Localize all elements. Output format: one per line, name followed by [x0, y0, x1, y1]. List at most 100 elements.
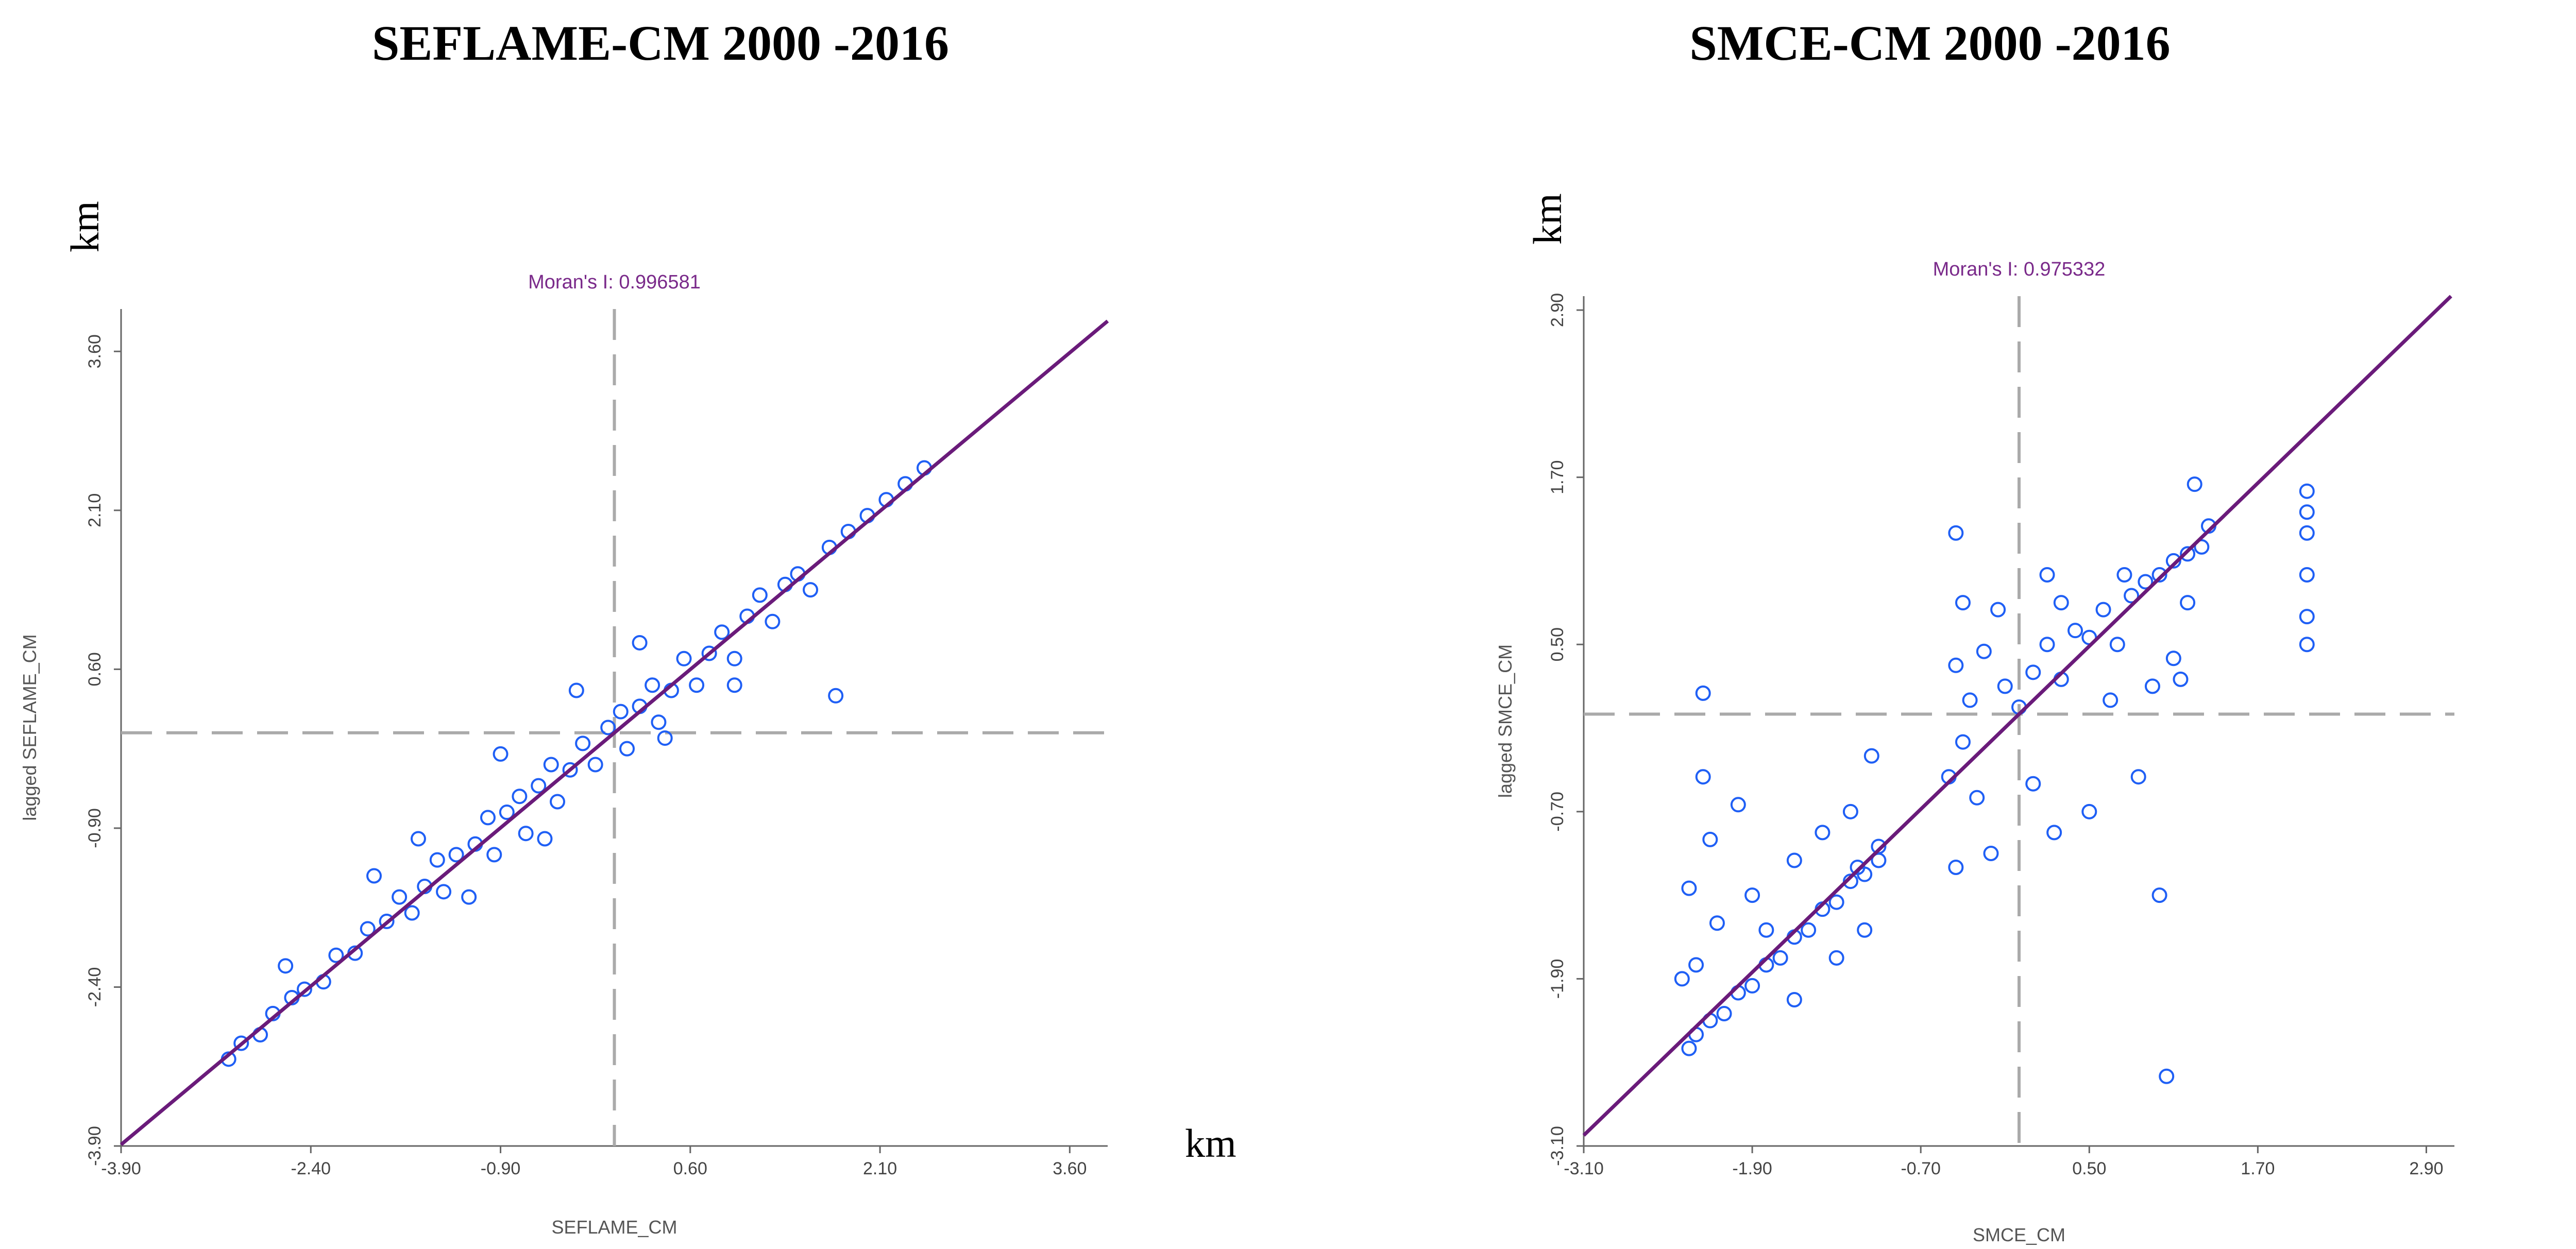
- data-point: [632, 635, 648, 651]
- data-point: [1702, 831, 1718, 847]
- data-point: [499, 805, 515, 820]
- data-point: [1758, 922, 1774, 938]
- y-axis-label: lagged SEFLAME_CM: [19, 634, 40, 820]
- data-point: [2159, 1068, 2175, 1084]
- data-point: [2067, 623, 2083, 639]
- data-point: [328, 947, 344, 963]
- data-point: [2299, 609, 2315, 625]
- x-tick-label: -2.40: [291, 1159, 331, 1178]
- chart-panel-smce: SMCE-CM 2000 -2016 km km -3.10-1.90-0.70…: [1321, 0, 2576, 1249]
- data-point: [645, 677, 660, 693]
- data-point: [2299, 504, 2315, 520]
- data-point: [1828, 894, 1844, 910]
- data-point: [651, 714, 667, 730]
- data-point: [765, 613, 781, 629]
- data-point: [296, 981, 312, 997]
- y-tick-label: -3.10: [1548, 1126, 1567, 1166]
- data-point: [726, 677, 742, 693]
- data-point: [1801, 922, 1817, 938]
- data-point: [392, 889, 408, 905]
- data-point: [2194, 539, 2210, 555]
- data-point: [2025, 776, 2041, 792]
- data-point: [2144, 678, 2160, 694]
- data-point: [379, 913, 395, 929]
- x-tick-label: -3.90: [101, 1159, 141, 1178]
- x-tick-label: 0.50: [2072, 1159, 2106, 1178]
- data-point: [1955, 734, 1971, 750]
- data-point: [512, 789, 528, 805]
- data-point: [1976, 643, 1992, 659]
- y-tick-label: -1.90: [1548, 959, 1567, 999]
- data-point: [1744, 978, 1760, 994]
- y-tick-label: -2.40: [85, 967, 105, 1007]
- data-point: [587, 757, 603, 773]
- morans-i-annotation: Moran's I: 0.996581: [528, 271, 701, 293]
- data-point: [2173, 671, 2189, 687]
- x-tick-label: 3.60: [1053, 1159, 1087, 1178]
- y-tick-label: 2.10: [85, 493, 105, 527]
- data-point: [1695, 769, 1711, 785]
- data-point: [531, 778, 547, 794]
- x-axis-label: SEFLAME_CM: [551, 1217, 677, 1238]
- data-point: [619, 741, 635, 757]
- data-point: [803, 582, 819, 598]
- data-point: [600, 720, 616, 735]
- data-point: [2081, 803, 2097, 819]
- morans-i-annotation: Moran's I: 0.975332: [1933, 259, 2106, 280]
- chart-title: SMCE-CM 2000 -2016: [1689, 15, 2171, 71]
- y-tick-label: 0.60: [85, 652, 105, 686]
- data-point: [2299, 525, 2315, 541]
- x-tick-label: 0.60: [673, 1159, 707, 1178]
- y-tick-label: 2.90: [1548, 293, 1567, 327]
- data-point: [404, 905, 420, 921]
- data-point: [1709, 915, 1725, 931]
- data-point: [1744, 887, 1760, 903]
- scatter-plot-smce: -3.10 -1.90 -0.70 0.50 1.70 2.90 -3.10 -1.90 -0.…: [1495, 259, 2454, 1245]
- data-point: [1786, 852, 1802, 868]
- data-point: [1688, 957, 1704, 973]
- x-tick-label: 1.70: [2241, 1159, 2275, 1178]
- data-point: [1997, 678, 2013, 694]
- x-axis-label: SMCE_CM: [1973, 1224, 2065, 1245]
- x-tick-label: -3.10: [1564, 1159, 1604, 1178]
- y-tick-label: -3.90: [85, 1126, 105, 1166]
- data-point: [1969, 790, 1985, 806]
- data-point: [1871, 839, 1887, 854]
- data-point: [1681, 1040, 1697, 1056]
- data-point: [2151, 567, 2167, 583]
- scatter-plot-seflame: -3.90 -2.40 -0.90 0.60 2.10 3.60 -3.90 -2.40 -0.…: [19, 271, 1109, 1238]
- x-tick-label: 2.90: [2409, 1159, 2443, 1178]
- data-point: [1842, 803, 1858, 819]
- data-point: [233, 1035, 249, 1051]
- data-point: [1948, 525, 1964, 541]
- data-point: [2095, 602, 2111, 618]
- y-tick-label: 1.70: [1548, 460, 1567, 494]
- y-tick-label: -0.70: [1548, 792, 1567, 832]
- data-point: [1962, 692, 1978, 708]
- data-point: [2046, 825, 2062, 841]
- data-point: [360, 921, 376, 937]
- data-point: [493, 746, 509, 762]
- data-point: [1695, 685, 1711, 701]
- data-point: [2053, 595, 2069, 611]
- data-point: [543, 757, 559, 773]
- data-point: [1850, 860, 1866, 876]
- data-point: [1786, 991, 1802, 1007]
- data-point: [1955, 595, 1971, 611]
- data-point: [2025, 664, 2041, 680]
- data-point: [1828, 950, 1844, 966]
- data-point: [366, 868, 382, 884]
- data-point: [2039, 637, 2055, 653]
- data-point: [448, 847, 464, 863]
- data-point: [1983, 845, 1999, 861]
- data-point: [2180, 595, 2196, 611]
- data-point: [436, 884, 452, 900]
- data-point: [714, 624, 730, 640]
- data-point: [701, 645, 717, 661]
- data-point: [613, 704, 629, 720]
- data-point: [480, 810, 496, 826]
- data-point: [518, 826, 534, 842]
- data-point: [278, 958, 294, 974]
- data-point: [2165, 651, 2181, 666]
- data-point: [2165, 553, 2181, 569]
